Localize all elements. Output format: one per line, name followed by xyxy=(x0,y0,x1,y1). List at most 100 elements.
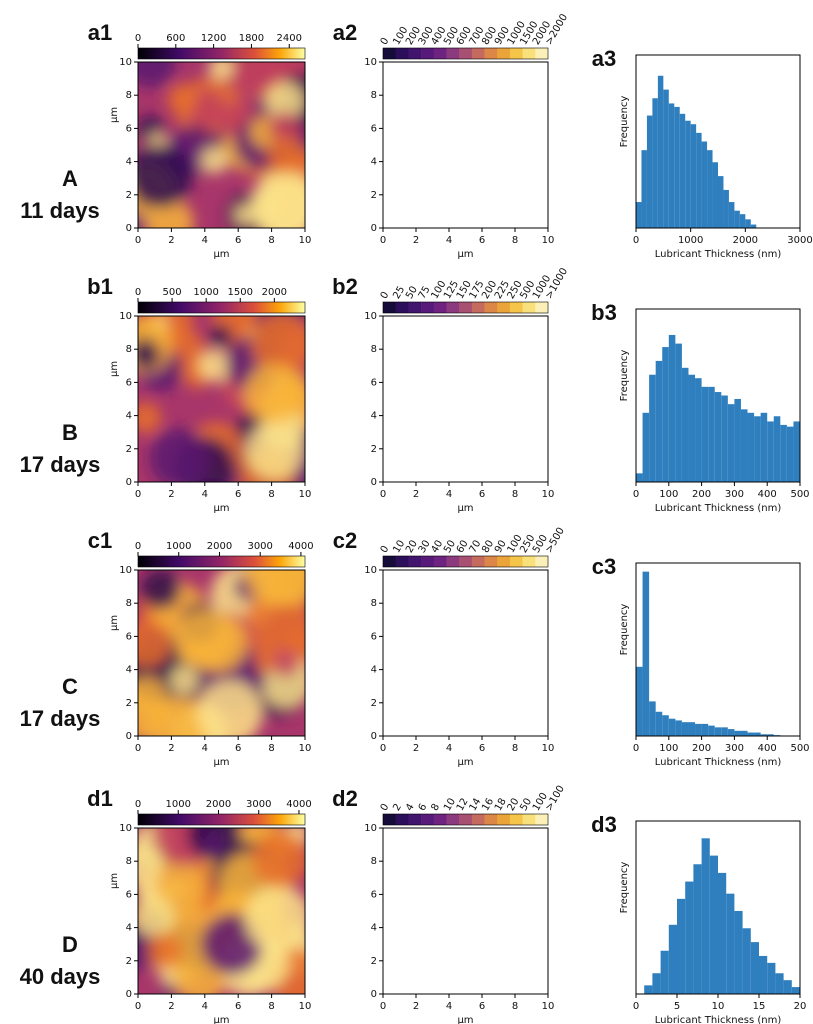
contour-blob xyxy=(496,699,514,717)
contour-blob xyxy=(491,973,509,991)
contour-blob xyxy=(464,581,476,593)
x-tick-label: 400 xyxy=(758,743,777,754)
colorbar-segment xyxy=(433,556,447,567)
heatmap-blob xyxy=(138,339,160,370)
contour-blob xyxy=(448,938,468,958)
x-axis-label: μm xyxy=(213,503,229,514)
contour-blob xyxy=(380,931,408,959)
contour-blob xyxy=(423,143,441,161)
contour-blob xyxy=(509,883,526,900)
contour-blob xyxy=(515,883,524,892)
contour-blob xyxy=(447,443,481,477)
histogram-bar xyxy=(636,666,643,736)
x-tick-label: 300 xyxy=(725,489,744,500)
contour-blob xyxy=(487,940,502,955)
x-tick-label: 8 xyxy=(268,489,274,500)
contour-blob xyxy=(434,392,460,418)
x-tick-label: 10 xyxy=(299,1001,312,1012)
histogram-bar xyxy=(721,727,728,736)
x-tick-label: 6 xyxy=(235,235,241,246)
heatmap-blob xyxy=(208,62,234,81)
contour-blob xyxy=(461,833,469,841)
contour-blob xyxy=(482,405,494,417)
x-tick-label: 10 xyxy=(299,743,312,754)
colorbar-level-label: 0 xyxy=(379,36,392,47)
x-tick-label: 8 xyxy=(268,743,274,754)
colorbar-tick-label: 3000 xyxy=(246,799,271,810)
contour-base xyxy=(383,570,548,736)
contour-blob xyxy=(483,924,498,939)
contour-blob xyxy=(408,400,427,419)
heatmap-blob xyxy=(243,590,305,661)
contour-blob xyxy=(508,390,552,434)
histogram-bar xyxy=(723,189,729,228)
histogram-panel: b3 0 100 200 300 400 500 Lubricant Thickness (n… xyxy=(591,300,809,514)
contour-blob xyxy=(486,869,509,892)
contour-blob xyxy=(468,926,493,951)
contour-blob xyxy=(419,979,439,999)
contour-blob xyxy=(459,831,471,843)
contour-blob xyxy=(518,654,529,665)
contour-blob xyxy=(410,854,425,869)
contour-blob xyxy=(480,402,497,419)
contour-blob xyxy=(395,859,417,881)
contour-blob xyxy=(450,381,463,394)
contour-blob xyxy=(485,837,498,850)
heatmap-image xyxy=(138,828,305,994)
y-tick-label: 2 xyxy=(126,698,132,709)
contour-blob xyxy=(525,378,554,407)
contour-blob xyxy=(441,957,459,975)
contour-blob xyxy=(481,823,496,838)
contour-blob xyxy=(384,96,408,120)
contour-blob xyxy=(405,921,430,946)
heatmap-image xyxy=(138,62,305,228)
heatmap-blob xyxy=(250,170,305,228)
contour-blob xyxy=(406,972,419,985)
colorbar-segment xyxy=(408,48,422,59)
contour-blob xyxy=(503,890,515,902)
contour-blob xyxy=(482,178,507,203)
y-tick-label: 2 xyxy=(371,956,377,967)
contour-blob xyxy=(424,942,438,956)
contour-blob xyxy=(489,612,518,641)
y-tick-label: 6 xyxy=(126,377,132,388)
contour-blob xyxy=(472,970,497,995)
contour-blob xyxy=(463,669,474,680)
contour-blob xyxy=(398,68,413,83)
y-tick-label: 0 xyxy=(126,477,132,488)
contour-blob xyxy=(513,842,533,862)
contour-blob xyxy=(417,166,438,187)
colorbar-segment xyxy=(395,814,409,825)
contour-blob xyxy=(531,86,547,102)
contour-blob xyxy=(413,860,431,878)
contour-blob xyxy=(453,850,461,858)
panel-label: d3 xyxy=(591,812,617,837)
contour-blob xyxy=(521,208,534,221)
colorbar-segment xyxy=(395,556,409,567)
contour-blob xyxy=(520,852,531,863)
contour-blob xyxy=(385,367,406,388)
heatmap-blob xyxy=(251,316,305,375)
contour-blob xyxy=(442,84,464,106)
x-tick-label: 4 xyxy=(202,1001,208,1012)
contour-blob xyxy=(496,205,508,217)
contour-blob xyxy=(495,461,517,483)
contour-blob xyxy=(387,98,417,128)
heatmap-blob xyxy=(245,421,304,480)
colorbar-segment xyxy=(535,48,549,59)
colorbar-level-label: 2 xyxy=(391,802,404,813)
colorbar-segment xyxy=(421,814,435,825)
contour-blob xyxy=(522,856,539,873)
contour-blob xyxy=(385,355,409,379)
contour-blob xyxy=(518,935,526,943)
histogram-bar xyxy=(695,723,702,736)
histogram-bar xyxy=(760,412,768,482)
contour-blob xyxy=(394,624,421,651)
contour-blob xyxy=(404,396,431,423)
x-tick-label: 4 xyxy=(446,743,452,754)
contour-blob xyxy=(527,963,555,991)
x-tick-label: 0 xyxy=(633,1001,639,1012)
colorbar-segment xyxy=(471,556,485,567)
contour-blob xyxy=(432,892,441,901)
